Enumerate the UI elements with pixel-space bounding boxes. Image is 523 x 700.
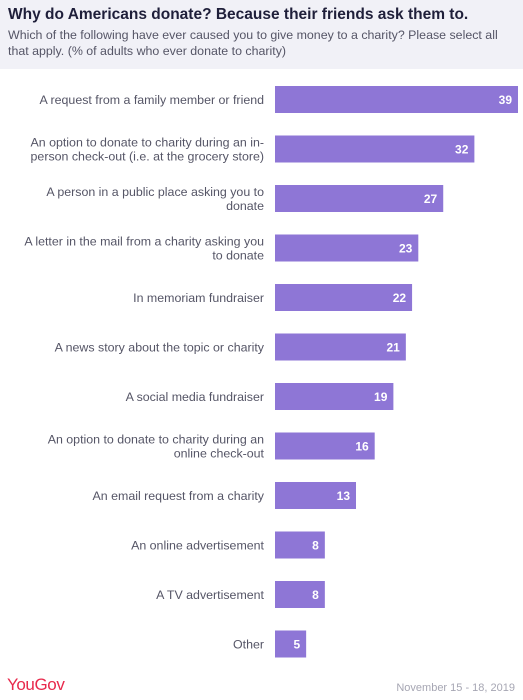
category-label-5: In memoriam fundraiser [133,291,264,305]
header-panel: Why do Americans donate? Because their f… [0,0,523,69]
bar-3 [275,185,444,212]
category-label-line: A TV advertisement [156,588,264,602]
category-label-line: A social media fundraiser [126,390,264,404]
category-label-line: A news story about the topic or charity [55,341,265,355]
value-label-12: 5 [293,638,300,652]
value-label-10: 8 [312,539,319,553]
category-label-4: A letter in the mail from a charity aski… [24,235,264,263]
value-label-9: 13 [337,489,351,503]
category-label-line: donate [226,199,264,213]
category-label-line: A letter in the mail from a charity aski… [24,235,264,249]
value-label-1: 39 [499,93,513,107]
category-label-3: A person in a public place asking you to… [46,185,264,213]
bar-8 [275,432,375,460]
category-label-1: A request from a family member or friend [40,93,265,107]
bar-12 [275,630,307,658]
value-label-2: 32 [455,143,469,157]
category-label-line: An email request from a charity [93,489,265,503]
value-label-3: 27 [424,192,438,206]
category-label-line: A person in a public place asking you to [46,185,264,199]
value-label-6: 21 [386,341,400,355]
value-label-7: 19 [374,390,388,404]
bar-11 [275,581,325,608]
category-label-8: An option to donate to charity during an… [48,433,265,461]
yougov-logo: YouGov [7,675,65,694]
category-label-line: person check-out (i.e. at the grocery st… [31,150,264,164]
bar-chart: 39 A request from a family member or frie… [24,86,518,658]
chart-subtitle: Which of the following have ever caused … [8,28,498,58]
category-label-line: In memoriam fundraiser [133,291,264,305]
category-label-6: A news story about the topic or charity [55,341,265,355]
bar-7 [275,383,394,410]
category-label-7: A social media fundraiser [126,390,264,404]
category-label-line: An option to donate to charity during an… [30,136,264,150]
category-label-line: An online advertisement [131,539,264,553]
value-label-5: 22 [393,291,407,305]
value-label-8: 16 [355,440,369,454]
category-label-line: online check-out [174,447,265,461]
category-label-2: An option to donate to charity during an… [30,136,264,164]
bar-9 [275,482,356,509]
bar-5 [275,284,413,311]
category-label-line: A request from a family member or friend [40,93,265,107]
category-label-9: An email request from a charity [93,489,265,503]
chart-title: Why do Americans donate? Because their f… [8,6,469,23]
bar-4 [275,234,419,262]
bar-6 [275,333,406,361]
category-label-12: Other [233,638,264,652]
category-label-line: An option to donate to charity during an [48,433,264,447]
category-label-line: Other [233,638,264,652]
bar-2 [275,135,475,163]
category-label-11: A TV advertisement [156,588,264,602]
value-label-4: 23 [399,242,413,256]
bar-1 [275,86,518,113]
value-label-11: 8 [312,588,319,602]
category-label-line: to donate [212,249,264,263]
survey-date: November 15 - 18, 2019 [396,682,515,694]
bar-10 [275,531,325,559]
category-label-10: An online advertisement [131,539,264,553]
